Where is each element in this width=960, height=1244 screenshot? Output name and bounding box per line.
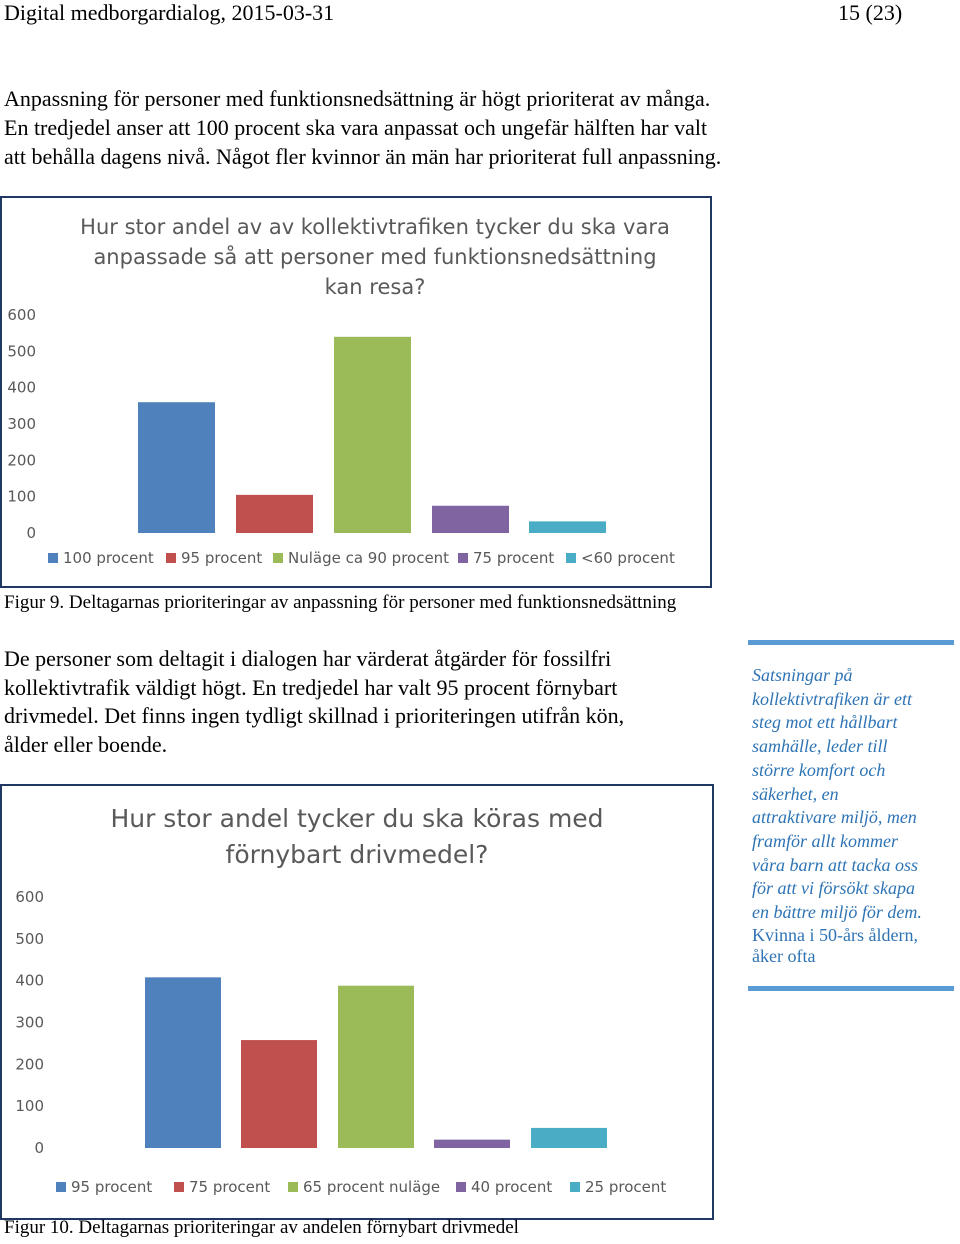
quote-bottom-rule: [748, 986, 954, 991]
quote-line: steg mot ett hållbart: [752, 712, 898, 733]
y-tick-label: 300: [7, 415, 36, 433]
legend-swatch: [48, 553, 58, 563]
bar-1: [145, 977, 221, 1148]
legend-label: 95 procent: [71, 1178, 152, 1196]
y-tick-label: 200: [15, 1055, 44, 1073]
bar-1: [138, 402, 215, 533]
chart-figure9: Hur stor andel av av kollektivtrafiken t…: [7, 215, 675, 567]
legend-swatch: [166, 553, 176, 563]
quote-attribution: Kvinna i 50-års åldern, åker ofta: [752, 925, 952, 967]
y-tick-label: 600: [7, 306, 36, 324]
bar-5: [531, 1127, 607, 1148]
figure10-caption: Figur 10. Deltagarnas prioriteringar av …: [4, 1217, 519, 1238]
quote-top-rule: [748, 640, 954, 645]
legend-label: 75 procent: [189, 1178, 270, 1196]
chart-figure10: Hur stor andel tycker du ska köras med fö…: [15, 804, 666, 1196]
y-tick-label: 500: [15, 930, 44, 948]
legend-label: 40 procent: [471, 1178, 552, 1196]
second-line-1: De personer som deltagit i dialogen har …: [4, 646, 612, 671]
bar-2: [236, 494, 313, 533]
legend-swatch: [566, 553, 576, 563]
legend-label: 95 procent: [181, 549, 262, 567]
y-tick-label: 600: [15, 888, 44, 906]
quote-line: Satsningar på: [752, 665, 853, 685]
intro-paragraph: Anpassning för personer med funktionsned…: [4, 84, 904, 171]
legend-swatch: [273, 553, 283, 563]
legend-label: 100 procent: [63, 549, 154, 567]
y-tick-label: 100: [15, 1097, 44, 1115]
legend-label: 65 procent nuläge: [303, 1178, 440, 1196]
y-tick-label: 400: [15, 972, 44, 990]
legend-swatch: [456, 1182, 466, 1192]
legend-label: <60 procent: [581, 549, 675, 567]
document-header-title: Digital medborgardialog, 2015-03-31: [4, 0, 335, 25]
y-tick-label: 100: [7, 488, 36, 506]
chart-title-line: kan resa?: [325, 275, 426, 299]
second-line-4: ålder eller boende.: [4, 731, 168, 757]
quote-line: attraktivare miljö, men: [752, 807, 917, 828]
legend-label: Nuläge ca 90 procent: [288, 549, 449, 567]
legend-swatch: [570, 1182, 580, 1192]
intro-line-3: att behålla dagens nivå. Något fler kvin…: [4, 144, 722, 169]
intro-line-1: Anpassning för personer med funktionsned…: [4, 86, 711, 111]
second-line-3: drivmedel. Det finns ingen tydligt skill…: [4, 703, 625, 728]
y-tick-label: 0: [34, 1139, 44, 1157]
bar-5: [529, 521, 606, 533]
quote-line: en bättre miljö för dem.: [752, 902, 922, 923]
quote-line: större komfort och: [752, 759, 886, 780]
y-tick-label: 300: [15, 1014, 44, 1032]
quote-attribution-line-1: Kvinna i 50-års åldern,: [752, 925, 918, 945]
chart-title-line: Hur stor andel tycker du ska köras med: [110, 804, 603, 833]
y-tick-label: 0: [26, 524, 36, 542]
legend-swatch: [288, 1182, 298, 1192]
legend-swatch: [174, 1182, 184, 1192]
page-number: 15 (23): [838, 0, 903, 25]
legend-label: 75 procent: [473, 549, 554, 567]
figure9-caption: Figur 9. Deltagarnas prioriteringar av a…: [4, 592, 677, 613]
second-paragraph: De personer som deltagit i dialogen har …: [4, 645, 724, 759]
chart-title-line: Hur stor andel av av kollektivtrafiken t…: [80, 215, 670, 239]
legend-swatch: [56, 1182, 66, 1192]
chart-title-line: förnybart drivmedel?: [226, 840, 489, 869]
second-line-2: kollektivtrafik väldigt högt. En tredjed…: [4, 674, 618, 700]
quote-line: våra barn att tacka oss: [752, 854, 918, 875]
quote-line: samhälle, leder till: [752, 736, 888, 757]
chart-title-line: anpassade så att personer med funktionsn…: [93, 244, 656, 269]
legend-label: 25 procent: [585, 1178, 666, 1196]
quote-line: framför allt kommer: [752, 830, 898, 851]
quote-attribution-line-2: åker ofta: [752, 946, 816, 966]
bar-3: [334, 336, 411, 533]
intro-line-2: En tredjedel anser att 100 procent ska v…: [4, 115, 708, 140]
bar-3: [338, 985, 414, 1148]
y-tick-label: 400: [7, 379, 36, 397]
bar-4: [434, 1139, 510, 1148]
y-tick-label: 500: [7, 342, 36, 360]
y-tick-label: 200: [7, 451, 36, 469]
quote-line: kollektivtrafiken är ett: [752, 688, 912, 709]
quote-line: säkerhet, en: [752, 783, 839, 804]
bar-2: [241, 1040, 317, 1148]
quote-line: för att vi försökt skapa: [752, 878, 915, 899]
quote-text: Satsningar på kollektivtrafiken är ett ste…: [752, 664, 956, 925]
legend-swatch: [458, 553, 468, 563]
bar-4: [432, 505, 509, 533]
